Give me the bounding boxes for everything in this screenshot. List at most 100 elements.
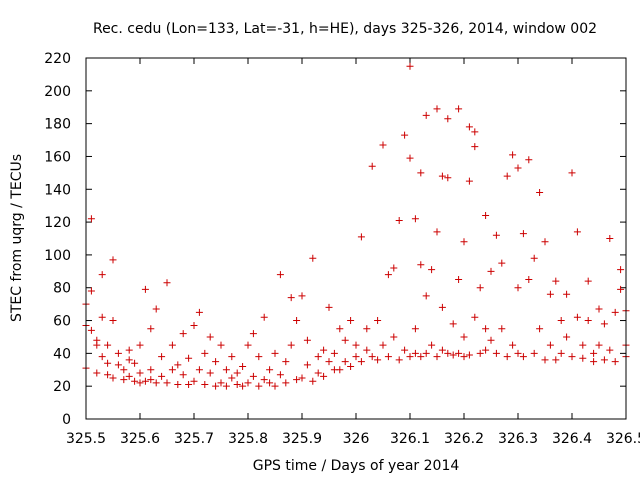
data-point	[611, 308, 619, 316]
data-point	[114, 361, 122, 369]
data-point	[482, 325, 490, 333]
data-point	[476, 349, 484, 357]
data-point	[460, 353, 468, 361]
data-point	[460, 333, 468, 341]
x-tick-label: 325.6	[120, 431, 160, 447]
data-point	[120, 366, 128, 374]
data-point	[352, 341, 360, 349]
data-point	[503, 172, 511, 180]
data-point	[104, 341, 112, 349]
data-point	[125, 356, 133, 364]
data-point	[125, 346, 133, 354]
x-tick-label: 326.2	[444, 431, 484, 447]
data-point	[109, 317, 117, 325]
data-point	[201, 349, 209, 357]
data-point	[104, 359, 112, 367]
data-point	[401, 131, 409, 139]
data-point	[147, 366, 155, 374]
data-point	[87, 287, 95, 295]
data-point	[222, 382, 230, 390]
data-point	[552, 277, 560, 285]
data-point	[465, 351, 473, 359]
y-tick-label: 180	[44, 117, 71, 133]
data-point	[266, 366, 274, 374]
data-point	[411, 215, 419, 223]
data-point	[190, 377, 198, 385]
data-point	[109, 256, 117, 264]
data-point	[519, 353, 527, 361]
data-point	[336, 325, 344, 333]
y-tick-labels: 0 20 40 60 80 100 120 140 160 180 200 220	[44, 51, 71, 428]
data-point	[546, 290, 554, 298]
data-point	[352, 353, 360, 361]
data-point	[330, 349, 338, 357]
data-point	[417, 353, 425, 361]
data-point	[260, 376, 268, 384]
data-point	[465, 123, 473, 131]
data-point	[303, 361, 311, 369]
data-point	[320, 346, 328, 354]
data-point	[320, 372, 328, 380]
data-point	[357, 358, 365, 366]
data-point	[460, 238, 468, 246]
data-point	[411, 349, 419, 357]
data-point	[249, 330, 257, 338]
data-point	[185, 354, 193, 362]
data-point	[406, 62, 414, 70]
data-point	[298, 292, 306, 300]
data-point	[390, 264, 398, 272]
data-point	[158, 353, 166, 361]
x-tick-label: 326.5	[606, 431, 640, 447]
data-point	[557, 349, 565, 357]
data-point	[600, 356, 608, 364]
x-tick-label: 326.3	[498, 431, 538, 447]
data-point	[152, 379, 160, 387]
data-point	[379, 341, 387, 349]
data-point	[374, 317, 382, 325]
data-point	[163, 279, 171, 287]
data-point	[401, 346, 409, 354]
data-point	[514, 164, 522, 172]
data-point	[93, 369, 101, 377]
data-point	[487, 267, 495, 275]
data-point	[233, 369, 241, 377]
data-point	[557, 317, 565, 325]
data-point	[282, 379, 290, 387]
data-point	[438, 303, 446, 311]
data-point	[293, 317, 301, 325]
data-point	[260, 313, 268, 321]
data-point	[141, 285, 149, 293]
data-point	[98, 271, 106, 279]
data-point	[104, 371, 112, 379]
data-point	[314, 369, 322, 377]
y-tick-label: 60	[53, 314, 71, 330]
data-point	[606, 346, 614, 354]
y-axis-label: STEC from uqrg / TECUs	[9, 154, 25, 322]
data-point	[217, 379, 225, 387]
data-point	[147, 325, 155, 333]
data-point	[563, 290, 571, 298]
data-point	[195, 366, 203, 374]
data-point	[201, 381, 209, 389]
data-point	[503, 353, 511, 361]
data-point	[206, 369, 214, 377]
data-point	[546, 341, 554, 349]
data-point	[438, 346, 446, 354]
data-point	[595, 341, 603, 349]
data-point	[152, 305, 160, 313]
data-point	[363, 346, 371, 354]
data-point	[136, 369, 144, 377]
data-point	[492, 349, 500, 357]
data-point	[195, 308, 203, 316]
data-point	[449, 351, 457, 359]
data-point	[487, 336, 495, 344]
x-tick-label: 326	[343, 431, 370, 447]
data-point	[584, 317, 592, 325]
data-point	[433, 353, 441, 361]
data-point	[579, 341, 587, 349]
data-point	[174, 381, 182, 389]
data-point	[179, 371, 187, 379]
data-point	[519, 230, 527, 238]
data-point	[444, 349, 452, 357]
data-point	[433, 105, 441, 113]
